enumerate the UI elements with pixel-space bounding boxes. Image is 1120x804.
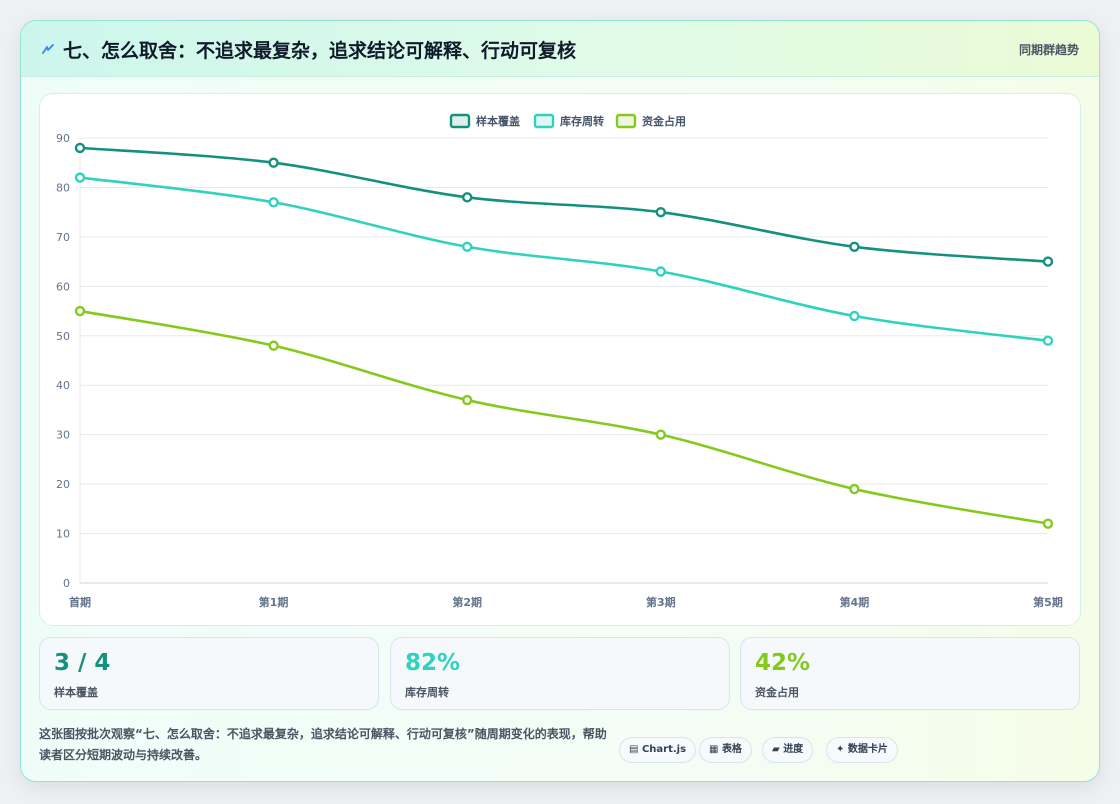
progress-icon: ▰ — [772, 744, 780, 755]
line-chart: 0 10 20 30 40 50 60 70 80 90 首期 第1期 第2期 第3期 第4期 第5期 样本覆盖… — [56, 113, 1063, 609]
chart-panel: 0 10 20 30 40 50 60 70 80 90 首期 第1期 第2期 第3期 第4期 第5期 样本覆盖… — [39, 93, 1081, 626]
data-point — [1042, 335, 1054, 346]
y-tick-label: 0 — [63, 577, 70, 590]
tag-table[interactable]: ▦ 表格 — [699, 737, 752, 763]
tag-progress[interactable]: ▰ 进度 — [762, 737, 814, 763]
x-tick-label: 第3期 — [646, 595, 676, 609]
legend-label: 库存周转 — [560, 114, 604, 128]
y-tick-label: 10 — [56, 528, 70, 541]
data-point — [462, 192, 473, 203]
y-tick-label: 90 — [56, 132, 70, 145]
stat-card-sample-coverage: 3 / 4 样本覆盖 — [39, 637, 379, 710]
y-tick-label: 70 — [56, 231, 70, 244]
legend-swatch — [533, 113, 555, 129]
data-point — [849, 310, 860, 322]
data-point — [462, 394, 473, 406]
y-tick-label: 50 — [56, 330, 70, 343]
stat-label: 库存周转 — [405, 686, 449, 699]
cohort-trend-label: 同期群趋势 — [1018, 43, 1079, 57]
legend-label: 样本覆盖 — [476, 114, 520, 128]
stat-label: 样本覆盖 — [54, 686, 98, 699]
data-point — [655, 429, 666, 440]
series-line — [79, 176, 1049, 343]
series-line — [79, 309, 1049, 525]
chart-card: 七、怎么取舍：不追求最复杂，追求结论可解释、行动可复核 同期群趋势 0 10 20 3… — [20, 20, 1100, 782]
data-point — [268, 157, 279, 168]
card-header: 七、怎么取舍：不追求最复杂，追求结论可解释、行动可复核 同期群趋势 — [21, 21, 1099, 77]
y-tick-label: 30 — [56, 429, 70, 442]
table-icon: ▦ — [709, 744, 719, 755]
y-tick-label: 80 — [56, 181, 70, 194]
data-point — [462, 241, 473, 252]
stat-value: 3 / 4 — [54, 650, 111, 676]
stat-value: 82% — [405, 650, 461, 676]
data-point — [74, 142, 86, 154]
data-point — [849, 483, 860, 495]
data-point — [268, 197, 279, 208]
tag-chartjs[interactable]: ▤ Chart.js — [619, 737, 697, 763]
sparkle-icon: ✦ — [836, 744, 845, 755]
data-point — [1042, 256, 1054, 267]
stat-value: 42% — [755, 650, 811, 676]
legend-swatch — [615, 113, 637, 129]
page-title: 七、怎么取舍：不追求最复杂，追求结论可解释、行动可复核 — [63, 40, 577, 62]
stat-card-inventory-turnover: 82% 库存周转 — [390, 637, 730, 710]
x-tick-label: 第4期 — [840, 595, 870, 609]
y-tick-label: 60 — [56, 280, 70, 293]
chart-description: 这张图按批次观察“七、怎么取舍：不追求最复杂，追求结论可解释、行动可复核”随周期… — [39, 727, 607, 762]
series-line — [79, 146, 1049, 263]
window-icon: ▤ — [629, 744, 639, 755]
lightning-icon — [42, 44, 54, 54]
x-tick-label: 首期 — [69, 595, 91, 609]
x-tick-label: 第2期 — [452, 595, 482, 609]
y-tick-label: 20 — [56, 478, 70, 491]
data-point — [74, 172, 86, 183]
tag-data-cards[interactable]: ✦ 数据卡片 — [826, 737, 898, 763]
x-tick-label: 第1期 — [259, 595, 289, 609]
data-point — [1042, 518, 1054, 529]
stat-card-capital-occupation: 42% 资金占用 — [740, 637, 1080, 710]
legend-label: 资金占用 — [642, 114, 686, 128]
data-point — [655, 206, 666, 218]
data-point — [268, 340, 279, 351]
data-point — [849, 241, 860, 252]
legend-swatch — [449, 113, 471, 129]
x-tick-label: 第5期 — [1033, 595, 1063, 609]
y-tick-label: 40 — [56, 379, 70, 392]
data-point — [74, 305, 86, 317]
stat-label: 资金占用 — [755, 686, 799, 699]
data-point — [655, 266, 666, 277]
